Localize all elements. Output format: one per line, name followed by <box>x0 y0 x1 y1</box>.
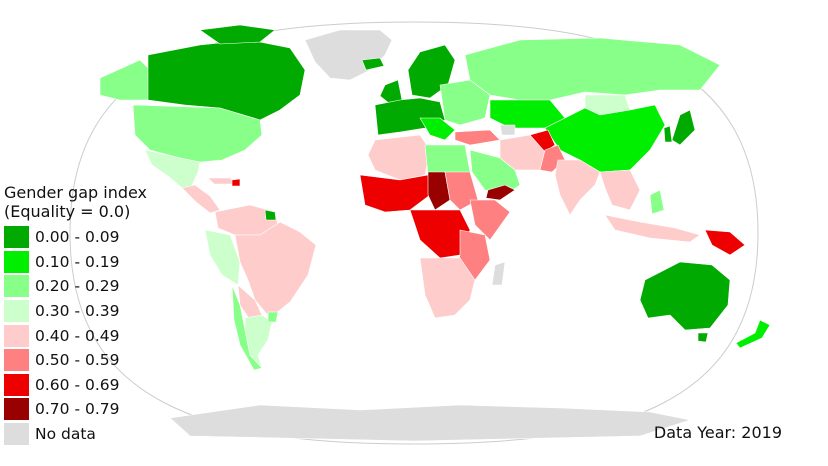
region-australia <box>639 261 731 331</box>
region-haiti <box>231 178 241 187</box>
region-arctic-islands <box>199 24 276 45</box>
region-philippines <box>649 189 665 215</box>
region-southern-africa <box>419 257 476 319</box>
region-sudan <box>444 171 479 211</box>
legend: Gender gap index (Equality = 0.0) 0.00 -… <box>4 183 147 446</box>
legend-swatch <box>4 324 29 347</box>
legend-swatch <box>4 250 29 273</box>
region-argentina <box>244 314 273 369</box>
region-yemen <box>485 184 516 201</box>
legend-item: 0.50 - 0.59 <box>4 348 147 373</box>
region-japan <box>671 109 696 146</box>
region-uruguay <box>267 311 279 323</box>
legend-swatch <box>4 398 29 421</box>
region-alaska <box>99 59 151 101</box>
region-brazil <box>234 221 317 319</box>
region-southeast-asia <box>599 169 641 211</box>
region-indonesia <box>604 214 701 243</box>
legend-label: 0.00 - 0.09 <box>35 228 120 247</box>
region-usa <box>132 104 263 163</box>
region-papua-new-guinea <box>704 229 746 256</box>
region-iceland <box>361 57 385 71</box>
legend-swatch <box>4 300 29 323</box>
legend-item: 0.00 - 0.09 <box>4 225 147 250</box>
legend-item: 0.40 - 0.49 <box>4 323 147 348</box>
legend-label: 0.50 - 0.59 <box>35 351 120 370</box>
region-central-america <box>181 184 221 214</box>
region-new-zealand <box>735 319 771 349</box>
region-tasmania <box>697 332 709 343</box>
region-india <box>554 159 601 216</box>
region-sahel <box>359 174 431 213</box>
legend-swatch <box>4 226 29 249</box>
region-madagascar <box>491 261 506 286</box>
region-turkey <box>454 129 501 146</box>
legend-swatch <box>4 349 29 372</box>
legend-label: 0.30 - 0.39 <box>35 302 120 321</box>
region-korea <box>663 125 673 143</box>
legend-item: 0.30 - 0.39 <box>4 299 147 324</box>
legend-item: 0.60 - 0.69 <box>4 373 147 398</box>
region-guiana <box>264 209 277 221</box>
legend-title-line2: (Equality = 0.0) <box>4 202 131 221</box>
legend-swatch <box>4 423 29 446</box>
region-caucasus <box>499 124 516 136</box>
legend-label: 0.10 - 0.19 <box>35 252 120 271</box>
legend-title-line1: Gender gap index <box>4 183 148 202</box>
region-southern-europe <box>419 117 456 141</box>
region-chad <box>427 171 451 211</box>
legend-item: 0.10 - 0.19 <box>4 250 147 275</box>
legend-swatch <box>4 373 29 396</box>
legend-label: 0.70 - 0.79 <box>35 400 120 419</box>
legend-swatch <box>4 275 29 298</box>
legend-item: No data <box>4 422 147 447</box>
legend-label: 0.60 - 0.69 <box>35 375 120 394</box>
region-horn-of-africa <box>469 199 511 241</box>
region-antarctica <box>169 404 691 442</box>
legend-label: No data <box>35 425 96 444</box>
data-year-label: Data Year: 2019 <box>653 423 782 442</box>
legend-label: 0.40 - 0.49 <box>35 326 120 345</box>
legend-title: Gender gap index (Equality = 0.0) <box>4 183 147 221</box>
region-russia <box>464 37 721 101</box>
legend-items: 0.00 - 0.09 0.10 - 0.19 0.20 - 0.29 0.30 - … <box>4 225 147 446</box>
legend-item: 0.70 - 0.79 <box>4 397 147 422</box>
legend-label: 0.20 - 0.29 <box>35 277 120 296</box>
region-afghanistan <box>529 129 556 153</box>
legend-item: 0.20 - 0.29 <box>4 274 147 299</box>
